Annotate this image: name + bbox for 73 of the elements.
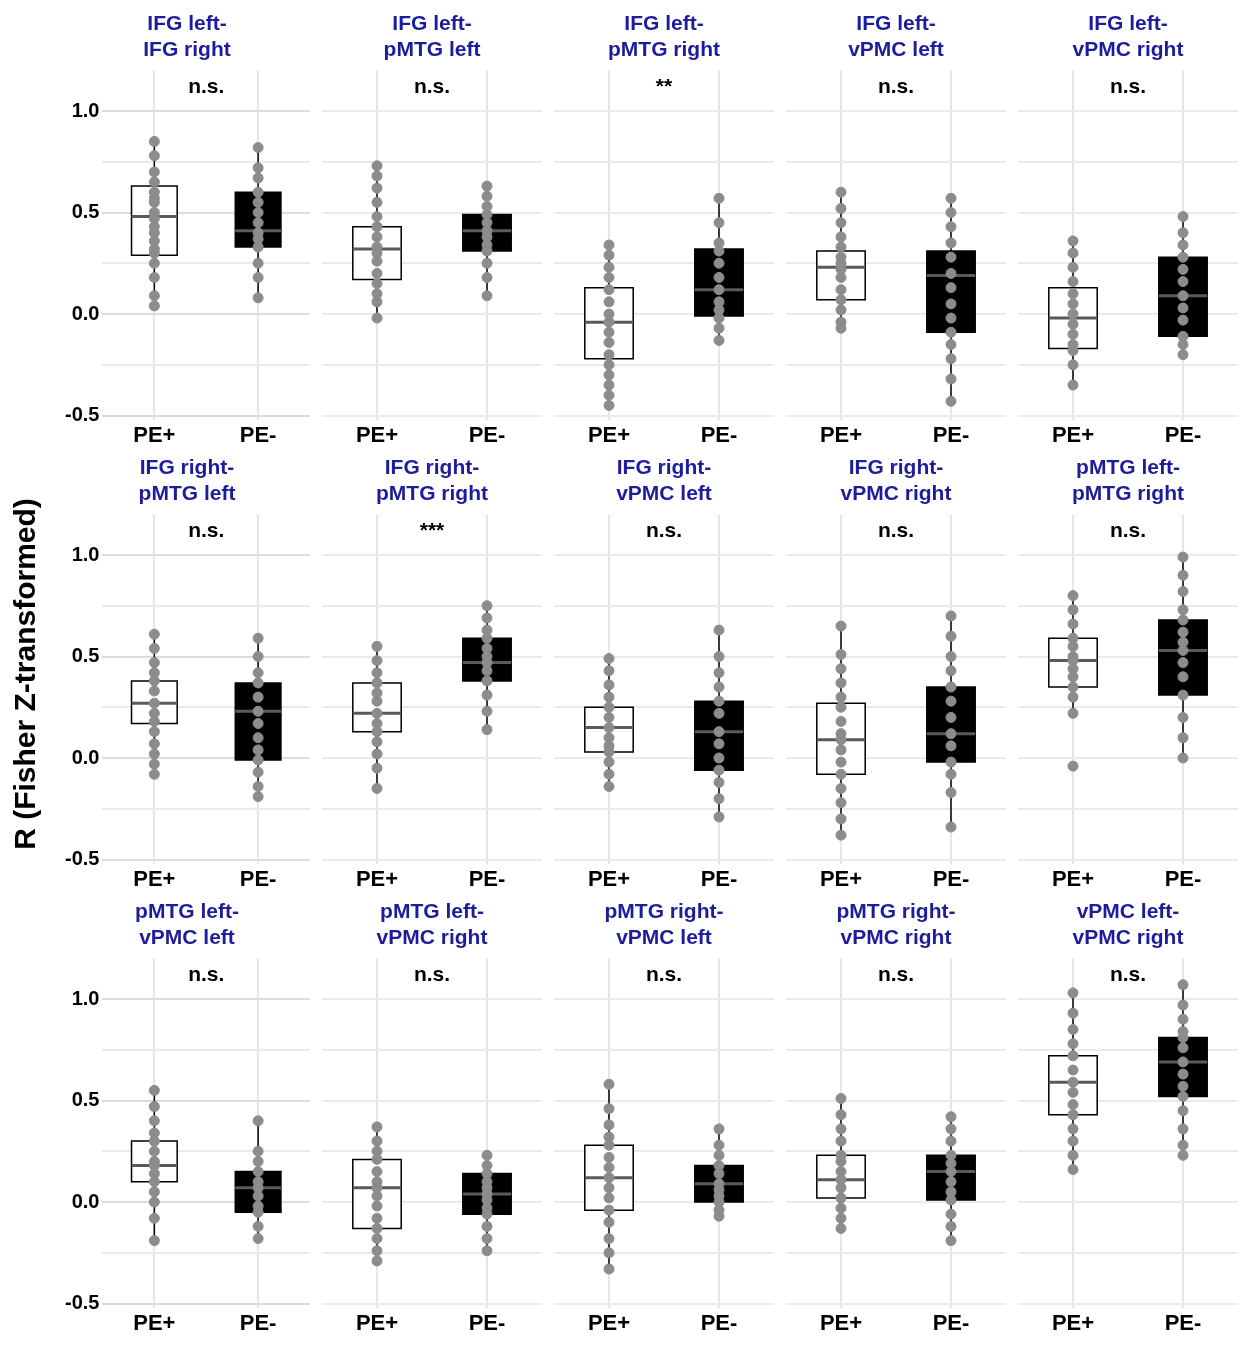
x-tick-label: PE+ bbox=[1051, 865, 1095, 891]
chart-title: IFG right- vPMC right bbox=[840, 455, 952, 504]
chart-title: IFG left- vPMC left bbox=[848, 11, 944, 60]
y-axis-title: R (Fisher Z-transformed) bbox=[8, 498, 42, 850]
annotation: n.s. bbox=[877, 961, 915, 985]
y-tick-label: 0.0 bbox=[71, 1189, 100, 1212]
x-tick-label: PE+ bbox=[819, 421, 863, 447]
x-tick-label: PE+ bbox=[133, 865, 176, 891]
annotation: n.s. bbox=[877, 73, 915, 97]
x-tick-label: PE+ bbox=[133, 421, 176, 447]
x-tick-label: PE- bbox=[700, 865, 738, 891]
x-tick-label: PE- bbox=[239, 865, 277, 891]
x-tick-label: PE- bbox=[468, 421, 506, 447]
x-tick-label: PE+ bbox=[1051, 421, 1095, 447]
x-tick-label: PE+ bbox=[355, 421, 399, 447]
annotation: *** bbox=[419, 517, 446, 541]
x-tick-label: PE- bbox=[700, 1309, 738, 1335]
x-tick-label: PE- bbox=[1164, 421, 1202, 447]
y-tick-label: 0.5 bbox=[71, 1088, 100, 1111]
annotation: n.s. bbox=[1109, 517, 1147, 541]
x-tick-label: PE- bbox=[1164, 1309, 1202, 1335]
annotation: n.s. bbox=[1109, 961, 1147, 985]
annotation: ** bbox=[655, 73, 673, 97]
chart-title: IFG left- IFG right bbox=[143, 11, 231, 60]
x-tick-label: PE- bbox=[468, 865, 506, 891]
chart-title: IFG right- pMTG left bbox=[138, 455, 236, 504]
y-tick-label: 0.0 bbox=[71, 745, 100, 768]
x-tick-label: PE- bbox=[700, 421, 738, 447]
annotation: n.s. bbox=[1109, 73, 1147, 97]
y-tick-label: 1.0 bbox=[71, 986, 100, 1009]
annotation: n.s. bbox=[188, 961, 225, 985]
x-tick-label: PE+ bbox=[819, 865, 863, 891]
annotation: n.s. bbox=[188, 73, 225, 97]
y-tick-label: 1.0 bbox=[71, 98, 100, 121]
annotation: n.s. bbox=[645, 517, 683, 541]
x-tick-label: PE+ bbox=[587, 1309, 631, 1335]
x-tick-label: PE+ bbox=[587, 865, 631, 891]
x-tick-label: PE+ bbox=[133, 1309, 176, 1335]
x-tick-label: PE- bbox=[239, 1309, 277, 1335]
x-tick-label: PE- bbox=[468, 1309, 506, 1335]
y-tick-label: -0.5 bbox=[64, 1291, 100, 1314]
x-tick-label: PE- bbox=[932, 1309, 970, 1335]
chart-title: IFG left- pMTG left bbox=[383, 11, 481, 60]
chart-title: pMTG left- pMTG right bbox=[1072, 455, 1184, 504]
x-tick-label: PE+ bbox=[587, 421, 631, 447]
chart-title: IFG left- pMTG right bbox=[608, 11, 720, 60]
chart-title: IFG left- vPMC right bbox=[1072, 11, 1184, 60]
x-tick-label: PE+ bbox=[355, 1309, 399, 1335]
chart-title: vPMC left- vPMC right bbox=[1072, 899, 1184, 948]
annotation: n.s. bbox=[877, 517, 915, 541]
chart-title: IFG right- pMTG right bbox=[376, 455, 488, 504]
y-tick-label: -0.5 bbox=[64, 847, 100, 870]
chart-title: pMTG left- vPMC right bbox=[376, 899, 488, 948]
x-tick-label: PE- bbox=[1164, 865, 1202, 891]
x-tick-label: PE+ bbox=[1051, 1309, 1095, 1335]
y-tick-label: 0.0 bbox=[71, 301, 100, 324]
y-tick-label: 0.5 bbox=[71, 644, 100, 667]
y-tick-label: 1.0 bbox=[71, 542, 100, 565]
x-tick-label: PE+ bbox=[819, 1309, 863, 1335]
chart-title: pMTG right- vPMC left bbox=[604, 899, 724, 948]
annotation: n.s. bbox=[413, 961, 451, 985]
x-tick-label: PE- bbox=[239, 421, 277, 447]
annotation: n.s. bbox=[645, 961, 683, 985]
y-tick-label: 0.5 bbox=[71, 200, 100, 223]
x-tick-label: PE+ bbox=[355, 865, 399, 891]
y-tick-label: -0.5 bbox=[64, 403, 100, 426]
chart-title: pMTG right- vPMC right bbox=[836, 899, 956, 948]
chart-title: IFG right- vPMC left bbox=[616, 455, 712, 504]
annotation: n.s. bbox=[188, 517, 225, 541]
chart-title: pMTG left- vPMC left bbox=[135, 899, 239, 948]
annotation: n.s. bbox=[413, 73, 451, 97]
x-tick-label: PE- bbox=[932, 865, 970, 891]
x-tick-label: PE- bbox=[932, 421, 970, 447]
